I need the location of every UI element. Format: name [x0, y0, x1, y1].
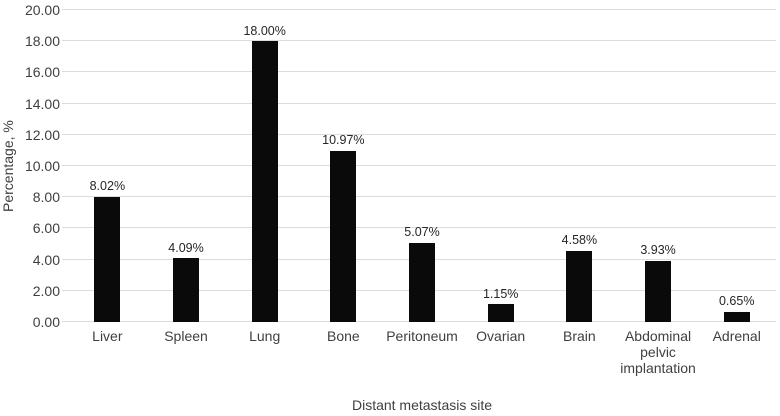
gridline [62, 40, 776, 42]
bar [330, 150, 357, 322]
y-tick-label: 12.00 [24, 126, 60, 143]
y-tick-label: 8.00 [32, 189, 60, 206]
bar-column: 3.93% [619, 10, 698, 322]
gridline [62, 71, 776, 73]
category-label: Peritoneum [386, 328, 458, 344]
y-tick-label: 14.00 [24, 95, 60, 112]
y-tick-label: 16.00 [24, 64, 60, 81]
category-label: Brain [563, 328, 596, 344]
category-label: Adrenal [712, 328, 761, 344]
bar [723, 311, 750, 322]
y-tick-label: 2.00 [32, 282, 60, 299]
bar-column: 4.58% [540, 10, 619, 322]
bar-column: 4.09% [147, 10, 226, 322]
y-tick-label: 4.00 [32, 251, 60, 268]
category-label: Bone [327, 328, 360, 344]
x-axis-category-labels: Liver Spleen Lung Bone Peritoneum Ovarian Brai… [68, 328, 776, 376]
bar-value-label: 5.07% [404, 225, 440, 240]
bar [487, 304, 514, 322]
bar-value-label: 10.97% [322, 133, 365, 148]
y-tick-label: 6.00 [32, 220, 60, 237]
bar-value-label: 4.09% [168, 240, 204, 255]
y-axis-tick-labels: 0.00 2.00 4.00 6.00 8.00 10.00 12.00 14.00 16.00… [0, 3, 60, 329]
y-tick-label: 10.00 [24, 158, 60, 174]
gridline [62, 196, 776, 198]
y-tick-label: 0.00 [32, 314, 60, 330]
category-label: Liver [92, 328, 123, 344]
bar-column: 1.15% [461, 10, 540, 322]
bar-value-label: 8.02% [89, 179, 126, 194]
x-axis-title: Distant metastasis site [351, 397, 493, 413]
bar [94, 196, 121, 322]
gridline [62, 165, 776, 166]
gridline [62, 9, 776, 10]
bar-column: 18.00% [225, 10, 304, 322]
bar-column: 5.07% [383, 10, 462, 322]
bar-value-label: 0.65% [718, 294, 755, 309]
bar [645, 260, 672, 322]
bar-value-label: 18.00% [243, 23, 286, 38]
bars-layer: 8.02% 4.09% 18.00% 10.97% 5.07% 1.15% 4.58% 3.9… [68, 10, 776, 322]
bar-column: 0.65% [697, 10, 776, 322]
bar [173, 258, 199, 322]
y-tick-label: 18.00 [24, 33, 60, 50]
category-label: Spleen [164, 328, 208, 344]
bar-value-label: 1.15% [482, 286, 519, 301]
bar-column: 10.97% [304, 10, 383, 322]
gridline [62, 133, 776, 135]
bar [566, 250, 593, 322]
y-tick-label: 20.00 [24, 2, 60, 18]
plot-area: 8.02% 4.09% 18.00% 10.97% 5.07% 1.15% 4.58% 3.9… [62, 9, 776, 322]
gridline [62, 227, 776, 229]
category-label: Ovarian [476, 328, 526, 344]
category-label: Abdominal pelvic implantation [620, 328, 696, 376]
bar-value-label: 3.93% [640, 243, 676, 258]
bar-value-label: 4.58% [561, 233, 598, 248]
bar-column: 8.02% [68, 10, 147, 322]
category-label: Lung [249, 328, 281, 344]
bar [251, 41, 278, 322]
gridline [62, 102, 776, 104]
bar [409, 242, 436, 322]
